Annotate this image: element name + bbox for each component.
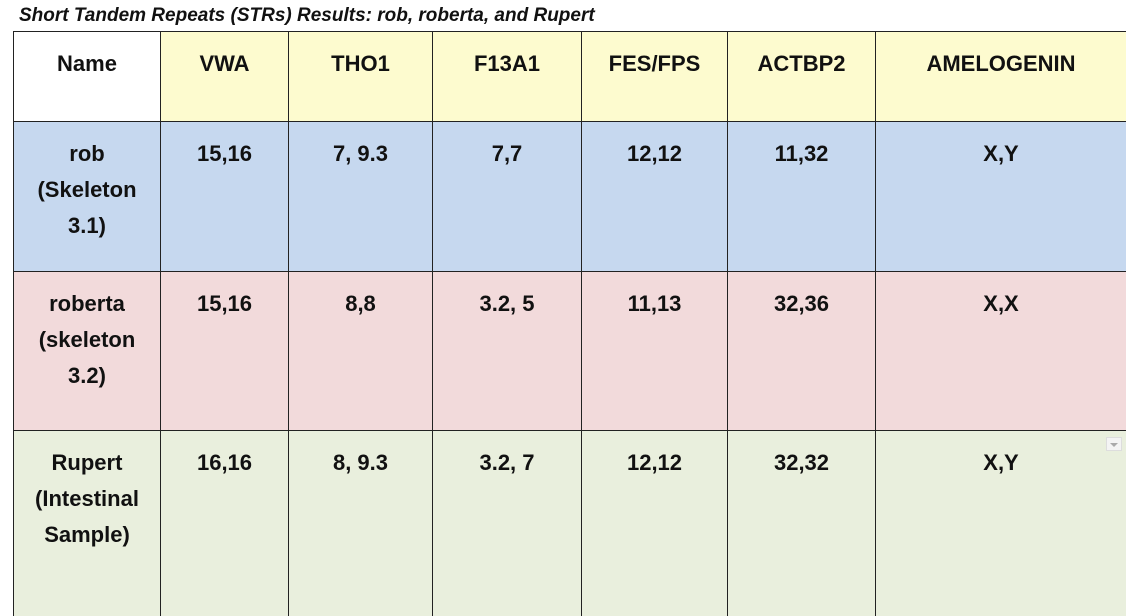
table-container: Name VWA THO1 F13A1 FES/FPS ACTBP2 AMELOGENIN … (13, 31, 1126, 616)
data-cell: X,Y (875, 121, 1126, 272)
header-cell: FES/FPS (581, 31, 728, 122)
name-cell: Rupert (Intestinal Sample) (13, 430, 161, 616)
data-cell: 15,16 (160, 271, 289, 431)
data-cell: X,Y (875, 430, 1126, 616)
data-cell: 3.2, 5 (432, 271, 582, 431)
data-cell: 11,32 (727, 121, 876, 272)
dropdown-handle[interactable] (1106, 437, 1122, 451)
dropdown-icon (1110, 443, 1118, 447)
name-cell: roberta (skeleton 3.2) (13, 271, 161, 431)
header-cell: AMELOGENIN (875, 31, 1126, 122)
data-cell: 15,16 (160, 121, 289, 272)
data-cell: 3.2, 7 (432, 430, 582, 616)
data-cell: 16,16 (160, 430, 289, 616)
table-row: roberta (skeleton 3.2) 15,16 8,8 3.2, 5 11,1… (13, 271, 1126, 431)
header-row: Name VWA THO1 F13A1 FES/FPS ACTBP2 AMELOGENIN (13, 31, 1126, 122)
header-cell: F13A1 (432, 31, 582, 122)
data-cell: 8,8 (288, 271, 433, 431)
data-cell: 8, 9.3 (288, 430, 433, 616)
data-cell: 12,12 (581, 430, 728, 616)
header-cell: Name (13, 31, 161, 122)
data-cell: 7, 9.3 (288, 121, 433, 272)
data-cell: 32,36 (727, 271, 876, 431)
title: Short Tandem Repeats (STRs) Results: rob… (19, 5, 595, 26)
data-cell: 12,12 (581, 121, 728, 272)
data-cell: 7,7 (432, 121, 582, 272)
name-cell: rob (Skeleton 3.1) (13, 121, 161, 272)
table-row: Rupert (Intestinal Sample) 16,16 8, 9.3 3.2… (13, 430, 1126, 616)
data-cell: 32,32 (727, 430, 876, 616)
data-cell: 11,13 (581, 271, 728, 431)
str-table: Name VWA THO1 F13A1 FES/FPS ACTBP2 AMELOGENIN … (13, 31, 1126, 616)
table-row: rob (Skeleton 3.1) 15,16 7, 9.3 7,7 12,12 11,… (13, 121, 1126, 272)
header-cell: VWA (160, 31, 289, 122)
data-cell: X,X (875, 271, 1126, 431)
header-cell: ACTBP2 (727, 31, 876, 122)
header-cell: THO1 (288, 31, 433, 122)
